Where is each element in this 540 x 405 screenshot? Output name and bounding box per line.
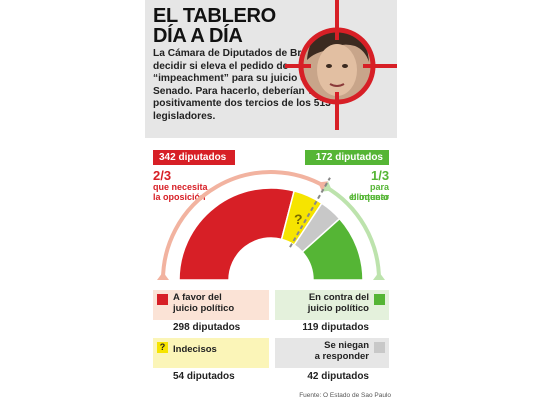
right-fraction: 1/3 (371, 168, 390, 183)
block-arrow (323, 184, 381, 281)
contra-label: En contra del juicio político (295, 292, 369, 314)
favor-count: 298 diputados (173, 322, 241, 333)
opposition-arrow (161, 170, 326, 281)
contra-label-2: juicio político (307, 303, 369, 314)
niegan-label-1: Se niegan (324, 340, 369, 351)
favor-label-1: A favor del (173, 292, 222, 303)
crosshair-portrait-icon (285, 0, 397, 130)
left-caption-1: que necesita (153, 182, 208, 192)
favor-swatch (157, 294, 168, 305)
niegan-swatch (374, 342, 385, 353)
chart-segment-3 (301, 217, 364, 281)
indecisos-count: 54 diputados (173, 371, 235, 382)
favor-label: A favor del juicio político (173, 292, 234, 314)
chart-segment-0 (178, 187, 296, 281)
left-fraction: 2/3 (153, 168, 172, 183)
threshold-line (289, 177, 331, 248)
contra-label-1: En contra del (308, 292, 369, 303)
contra-count: 119 diputados (302, 322, 369, 333)
semicircle-chart: ? (157, 170, 385, 281)
indecisos-label: Indecisos (173, 344, 217, 355)
block-arrow-head-0 (322, 181, 332, 192)
niegan-count: 42 diputados (307, 371, 369, 382)
favor-box (153, 290, 269, 320)
block-arrow-head-1 (373, 272, 385, 280)
header-panel: EL TABLERO DÍA A DÍA La Cámara de Diputa… (145, 0, 397, 138)
intro-text: La Cámara de Diputados de Brasil debe de… (153, 48, 345, 122)
favor-label-2: juicio político (173, 303, 235, 314)
threshold-left-label: 342 diputados (153, 150, 235, 165)
title-line-1: EL TABLERO (153, 5, 276, 27)
niegan-box (275, 338, 389, 368)
niegan-label-2: a responder (314, 351, 369, 362)
left-caption-2: la oposición (153, 192, 206, 202)
indecisos-question-icon: ? (294, 211, 303, 227)
contra-box (275, 290, 389, 320)
opposition-arrow-head-0 (157, 272, 169, 280)
source-note: Fuente: O Estado de Sao Paulo (299, 392, 391, 399)
right-caption-2: el intento (349, 192, 389, 202)
niegan-label: Se niegan a responder (295, 340, 369, 362)
right-caption-1: para bloquear (350, 182, 389, 202)
question-icon: ? (157, 342, 168, 353)
threshold-right-label: 172 diputados (305, 150, 389, 165)
title-line-2: DÍA A DÍA (153, 25, 243, 47)
indecisos-box (153, 338, 269, 368)
contra-swatch (374, 294, 385, 305)
page-title: EL TABLERO DÍA A DÍA (153, 6, 276, 46)
infographic: EL TABLERO DÍA A DÍA La Cámara de Diputa… (145, 0, 397, 405)
